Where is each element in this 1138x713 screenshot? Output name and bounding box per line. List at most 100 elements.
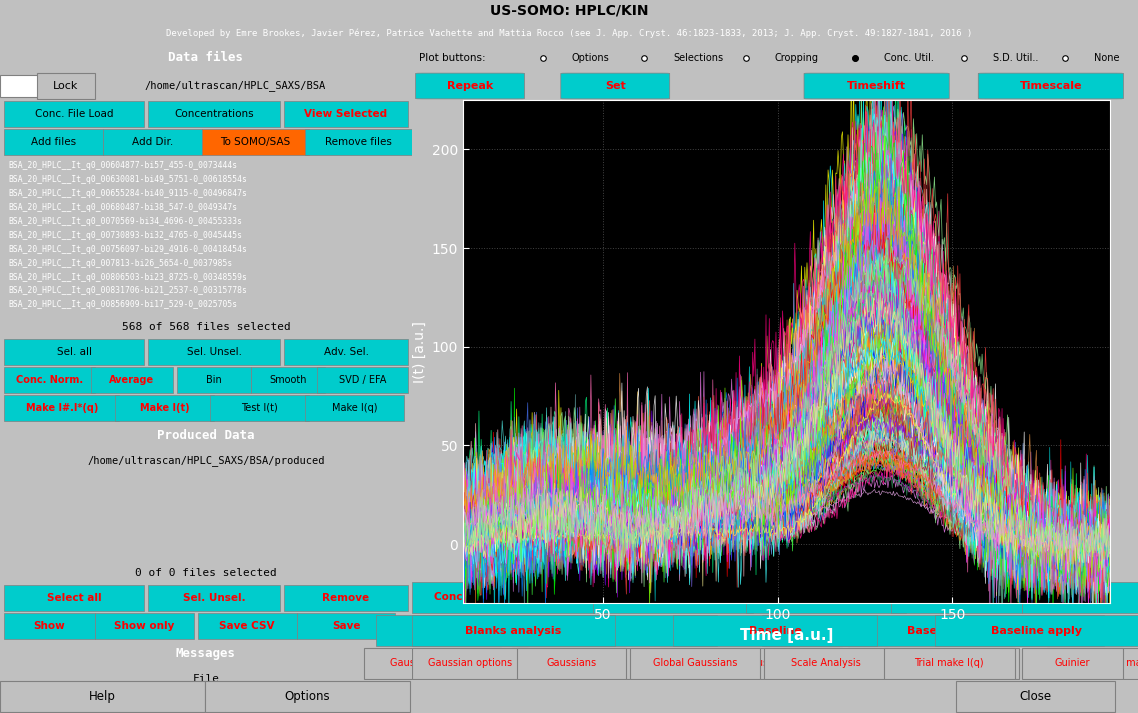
Text: 0 of 0 files selected: 0 of 0 files selected: [135, 568, 277, 578]
Text: BSA_20_HPLC__It_q0_007813-bi26_5654-0_0037985s: BSA_20_HPLC__It_q0_007813-bi26_5654-0_00…: [8, 259, 232, 267]
Text: Conc. File Load: Conc. File Load: [35, 109, 114, 119]
FancyBboxPatch shape: [956, 682, 1115, 712]
Text: Timescale: Timescale: [1020, 81, 1082, 91]
Text: Gaussian options: Gaussian options: [390, 659, 475, 669]
Text: Add files: Add files: [31, 137, 76, 147]
FancyBboxPatch shape: [205, 682, 410, 712]
Text: Gaussians: Gaussians: [555, 659, 605, 669]
FancyBboxPatch shape: [674, 615, 876, 646]
Text: Blanks analysis: Blanks analysis: [465, 625, 562, 635]
FancyBboxPatch shape: [745, 583, 906, 612]
Text: S.D. Util..: S.D. Util..: [992, 53, 1038, 63]
FancyBboxPatch shape: [5, 585, 145, 611]
Text: Make I(t): Make I(t): [140, 403, 190, 413]
FancyBboxPatch shape: [284, 339, 407, 365]
FancyBboxPatch shape: [5, 613, 94, 639]
Text: File: File: [192, 674, 220, 684]
FancyBboxPatch shape: [934, 615, 1138, 646]
Text: BSA_20_HPLC__It_q0_00806503-bi23_8725-0_00348559s: BSA_20_HPLC__It_q0_00806503-bi23_8725-0_…: [8, 272, 247, 282]
Text: Options: Options: [571, 53, 610, 63]
Text: Smooth: Smooth: [270, 375, 307, 385]
Text: Save: Save: [332, 621, 361, 631]
FancyBboxPatch shape: [1022, 648, 1123, 679]
Text: BSA_20_HPLC__It_q0_00856909-bi17_529-0_0025705s: BSA_20_HPLC__It_q0_00856909-bi17_529-0_0…: [8, 300, 237, 309]
Text: Concentration reference: Concentration reference: [435, 593, 578, 602]
Text: Baseline: Baseline: [749, 625, 801, 635]
FancyBboxPatch shape: [148, 585, 280, 611]
Text: Conc. Norm.: Conc. Norm.: [16, 375, 83, 385]
Text: Global Gaussians: Global Gaussians: [709, 659, 793, 669]
FancyBboxPatch shape: [305, 395, 404, 421]
FancyBboxPatch shape: [629, 648, 760, 679]
FancyBboxPatch shape: [91, 367, 173, 393]
X-axis label: Time [a.u.]: Time [a.u.]: [740, 627, 833, 642]
Text: BSA_20_HPLC__It_q0_00831706-bi21_2537-0_00315778s: BSA_20_HPLC__It_q0_00831706-bi21_2537-0_…: [8, 287, 247, 295]
FancyBboxPatch shape: [94, 613, 193, 639]
FancyBboxPatch shape: [1047, 648, 1138, 679]
FancyBboxPatch shape: [318, 367, 407, 393]
FancyBboxPatch shape: [518, 648, 626, 679]
Text: Guinier: Guinier: [1055, 659, 1090, 669]
Text: Make I#.I*(q): Make I#.I*(q): [26, 403, 98, 413]
FancyBboxPatch shape: [102, 129, 201, 155]
Text: Test I(t): Test I(t): [241, 403, 278, 413]
Text: Remove files: Remove files: [325, 137, 391, 147]
Text: View Selected: View Selected: [305, 109, 388, 119]
Text: Make I(q): Make I(q): [331, 403, 377, 413]
FancyBboxPatch shape: [5, 101, 145, 127]
Text: BSA_20_HPLC__It_q0_00630081-bi49_5751-0_00618554s: BSA_20_HPLC__It_q0_00630081-bi49_5751-0_…: [8, 175, 247, 184]
Text: BSA_20_HPLC__It_q0_00756097-bi29_4916-0_00418454s: BSA_20_HPLC__It_q0_00756097-bi29_4916-0_…: [8, 245, 247, 254]
Text: Help: Help: [89, 690, 116, 703]
Text: Save CSV: Save CSV: [220, 621, 275, 631]
Text: Sel. Unsel.: Sel. Unsel.: [183, 593, 246, 603]
Text: Add Dir.: Add Dir.: [132, 137, 173, 147]
FancyBboxPatch shape: [561, 73, 669, 99]
Text: Close: Close: [1020, 690, 1052, 703]
Text: Set: Set: [605, 81, 626, 91]
FancyBboxPatch shape: [762, 615, 1104, 646]
Y-axis label: I(t) [a.u.]: I(t) [a.u.]: [412, 321, 427, 383]
Text: Baseline: Baseline: [907, 625, 959, 635]
FancyBboxPatch shape: [178, 367, 251, 393]
FancyBboxPatch shape: [376, 615, 717, 646]
Text: Sel. Unsel.: Sel. Unsel.: [187, 347, 241, 357]
FancyBboxPatch shape: [364, 648, 501, 679]
Text: Cancel: Cancel: [937, 593, 976, 602]
FancyBboxPatch shape: [764, 648, 888, 679]
FancyBboxPatch shape: [5, 339, 145, 365]
FancyBboxPatch shape: [5, 395, 119, 421]
Text: BSA_20_HPLC__It_q0_00604877-bi57_455-0_0073444s: BSA_20_HPLC__It_q0_00604877-bi57_455-0_0…: [8, 161, 237, 170]
FancyBboxPatch shape: [284, 585, 407, 611]
Text: Scale Analysis: Scale Analysis: [791, 659, 860, 669]
FancyBboxPatch shape: [115, 395, 214, 421]
FancyBboxPatch shape: [211, 395, 308, 421]
FancyBboxPatch shape: [201, 129, 308, 155]
FancyBboxPatch shape: [660, 648, 842, 679]
Text: BSA_20_HPLC__It_q0_00680487-bi38_547-0_0049347s: BSA_20_HPLC__It_q0_00680487-bi38_547-0_0…: [8, 203, 237, 212]
Text: /home/ultrascan/HPLC_SAXS/BSA: /home/ultrascan/HPLC_SAXS/BSA: [145, 81, 325, 91]
FancyBboxPatch shape: [38, 73, 94, 99]
Text: Residuals: Residuals: [645, 593, 702, 602]
Text: Remove: Remove: [322, 593, 370, 603]
Text: To SOMO/SAS: To SOMO/SAS: [221, 137, 290, 147]
FancyBboxPatch shape: [198, 613, 297, 639]
Text: None: None: [1095, 53, 1120, 63]
Text: Selections: Selections: [674, 53, 724, 63]
FancyBboxPatch shape: [412, 615, 616, 646]
Text: Repeak: Repeak: [447, 81, 493, 91]
FancyBboxPatch shape: [305, 129, 412, 155]
Text: Sel. all: Sel. all: [57, 347, 92, 357]
FancyBboxPatch shape: [594, 583, 753, 612]
Text: Concentrations: Concentrations: [174, 109, 254, 119]
FancyBboxPatch shape: [1022, 583, 1138, 612]
Text: Trial make I(q): Trial make I(q): [915, 659, 984, 669]
Text: PVP Analysis: PVP Analysis: [787, 593, 864, 602]
Text: BSA_20_HPLC__It_q0_0070569-bi34_4696-0_00455333s: BSA_20_HPLC__It_q0_0070569-bi34_4696-0_0…: [8, 217, 242, 226]
FancyBboxPatch shape: [412, 583, 601, 612]
FancyBboxPatch shape: [884, 648, 1015, 679]
Text: Produced Data: Produced Data: [157, 429, 255, 443]
Text: Adv. Sel.: Adv. Sel.: [323, 347, 369, 357]
FancyBboxPatch shape: [848, 648, 1019, 679]
Text: Scale Analysis: Scale Analysis: [898, 659, 968, 669]
Text: US-SOMO: HPLC/KIN: US-SOMO: HPLC/KIN: [489, 4, 649, 18]
